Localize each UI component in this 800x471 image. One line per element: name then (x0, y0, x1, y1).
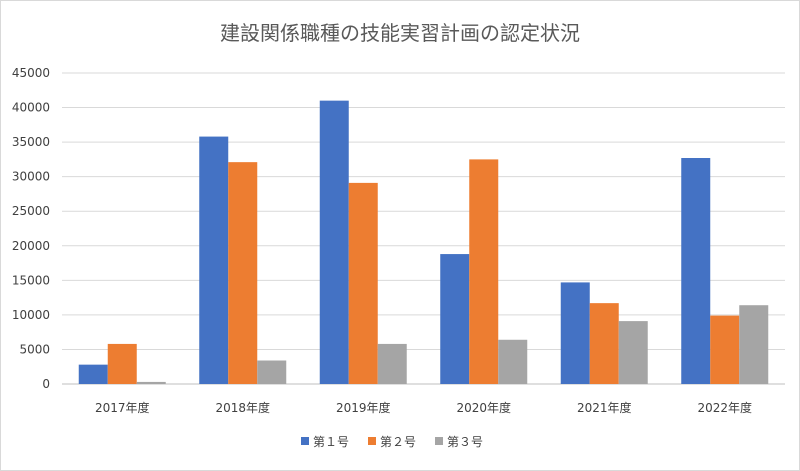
bar-3-3 (377, 343, 407, 384)
y-tick-label: 35000 (12, 135, 50, 149)
bar-1-4 (440, 254, 470, 384)
y-tick-label: 25000 (12, 204, 50, 218)
x-category-label: 2018年度 (215, 400, 270, 415)
y-tick-label: 45000 (12, 66, 50, 80)
bar-2-5 (589, 303, 619, 384)
x-category-label: 2021年度 (577, 400, 632, 415)
chart-title: 建設関係職種の技能実習計画の認定状況 (220, 21, 580, 45)
legend-swatch-1 (301, 437, 309, 445)
bar-3-1 (136, 381, 166, 384)
x-category-label: 2020年度 (456, 400, 511, 415)
x-axis-categories: 2017年度 2018年度 2019年度 2020年度 2021年度 2022年度 (95, 400, 752, 415)
bar-1-2 (199, 136, 229, 384)
legend: 第１号 第２号 第３号 (301, 435, 483, 449)
legend-label: 第３号 (447, 435, 483, 449)
legend-swatch-3 (435, 437, 443, 445)
legend-label: 第２号 (380, 435, 416, 449)
gridlines (62, 72, 785, 385)
bars (78, 100, 769, 385)
bar-2-1 (107, 343, 137, 384)
bar-3-2 (257, 360, 287, 384)
y-tick-label: 0 (42, 377, 50, 391)
x-category-label: 2017年度 (95, 400, 150, 415)
bar-3-5 (618, 321, 648, 384)
bar-2-6 (710, 315, 740, 384)
bar-2-3 (348, 182, 378, 384)
bar-3-4 (498, 339, 528, 384)
bar-1-6 (681, 158, 711, 384)
y-tick-label: 10000 (12, 308, 50, 322)
y-tick-label: 40000 (12, 101, 50, 115)
x-category-label: 2022年度 (697, 400, 752, 415)
y-tick-label: 5000 (19, 342, 50, 356)
y-tick-label: 20000 (12, 239, 50, 253)
bar-2-4 (469, 159, 499, 384)
bar-2-2 (228, 162, 258, 384)
bar-1-1 (78, 364, 108, 384)
x-category-label: 2019年度 (336, 400, 391, 415)
y-tick-label: 15000 (12, 273, 50, 287)
bar-1-3 (319, 100, 349, 385)
y-axis-ticks: 0 5000 10000 15000 20000 25000 30000 35000 40000… (12, 66, 50, 391)
bar-3-6 (739, 305, 769, 384)
bar-1-5 (560, 282, 590, 384)
legend-swatch-2 (368, 437, 376, 445)
legend-label: 第１号 (313, 435, 349, 449)
y-tick-label: 30000 (12, 170, 50, 184)
